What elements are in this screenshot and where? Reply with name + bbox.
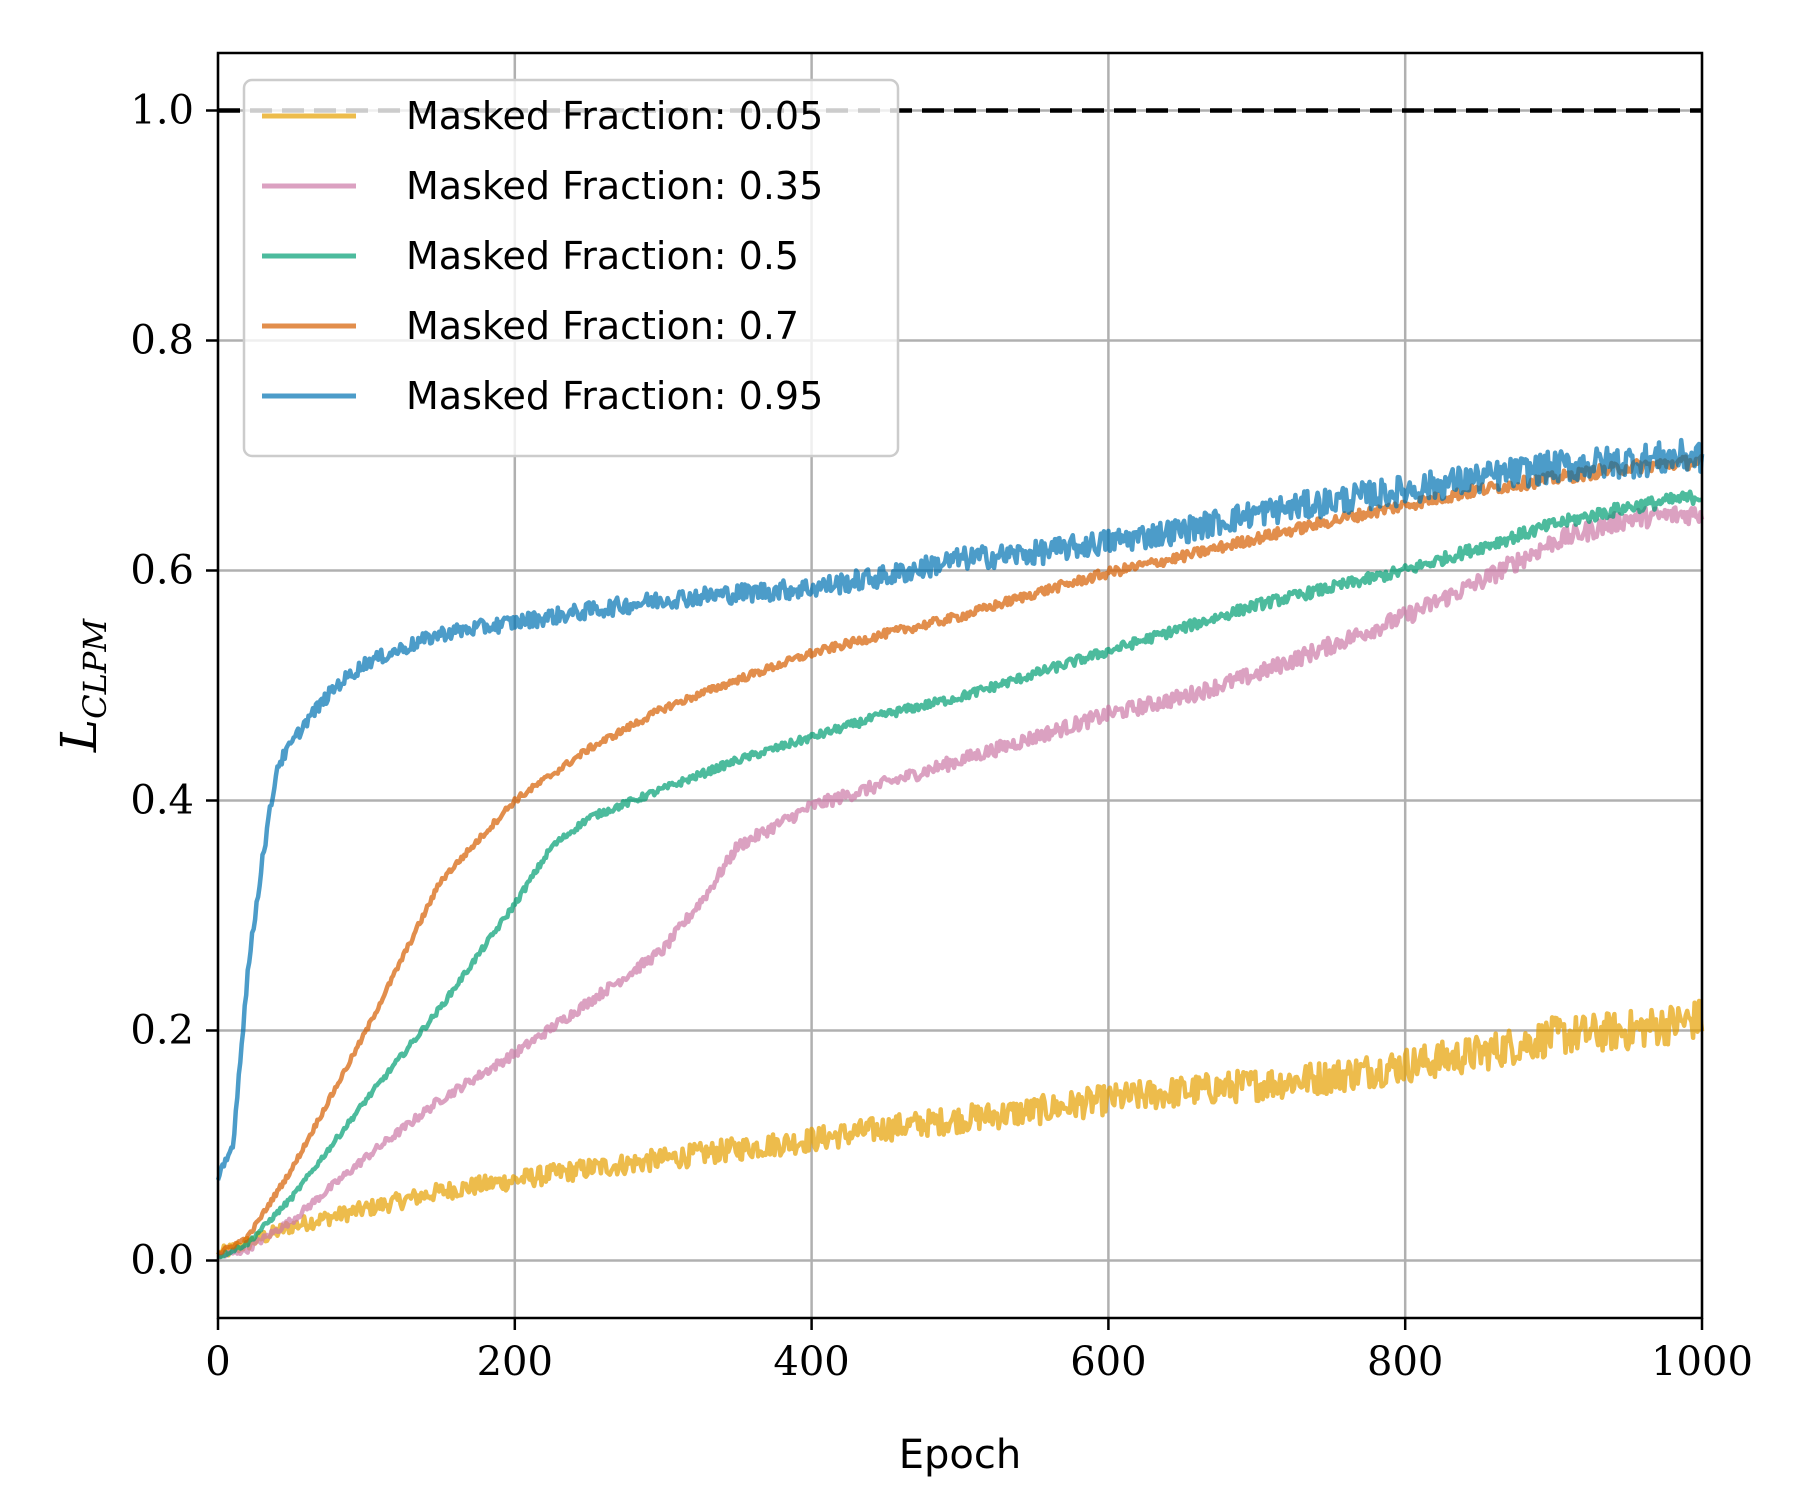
series-line-0 <box>216 998 1705 1259</box>
y-tick-label: 0.6 <box>130 548 194 594</box>
series-line-2 <box>216 489 1703 1260</box>
x-tick-label: 0 <box>205 1339 230 1385</box>
legend-label: Masked Fraction: 0.35 <box>406 164 823 208</box>
x-tick-label: 1000 <box>1651 1339 1753 1385</box>
x-axis-label: Epoch <box>899 1432 1021 1478</box>
y-tick-label: 0.4 <box>130 778 194 824</box>
series-line-3 <box>217 453 1704 1256</box>
legend-label: Masked Fraction: 0.5 <box>406 234 799 278</box>
y-tick-label: 1.0 <box>130 88 194 134</box>
x-tick-labels: 0 200 400 600 800 1000 <box>205 1339 1753 1385</box>
legend-label: Masked Fraction: 0.05 <box>406 94 823 138</box>
y-tick-label: 0.8 <box>130 318 194 364</box>
x-tick-label: 200 <box>477 1339 553 1385</box>
y-axis-label-subscript: CLPM <box>76 618 114 719</box>
x-tick-label: 800 <box>1367 1339 1443 1385</box>
series-line-1 <box>217 505 1705 1260</box>
y-axis-label-main: L <box>50 719 108 753</box>
y-tick-labels: 0.0 0.2 0.4 0.6 0.8 1.0 <box>130 88 194 1284</box>
data-series-group <box>215 437 1705 1260</box>
y-tick-label: 0.0 <box>130 1238 194 1284</box>
series-line-4 <box>215 437 1705 1181</box>
x-tick-label: 400 <box>773 1339 849 1385</box>
legend-box <box>242 78 900 458</box>
legend: Masked Fraction: 0.05 Masked Fraction: 0.… <box>242 78 900 458</box>
axes-frame <box>216 51 1704 1320</box>
y-axis-label: LCLPM <box>50 618 114 753</box>
legend-label: Masked Fraction: 0.95 <box>406 374 823 418</box>
y-tick-label: 0.2 <box>130 1008 194 1054</box>
legend-label: Masked Fraction: 0.7 <box>406 304 799 348</box>
tick-marks <box>206 109 1704 1330</box>
x-tick-label: 600 <box>1070 1339 1146 1385</box>
